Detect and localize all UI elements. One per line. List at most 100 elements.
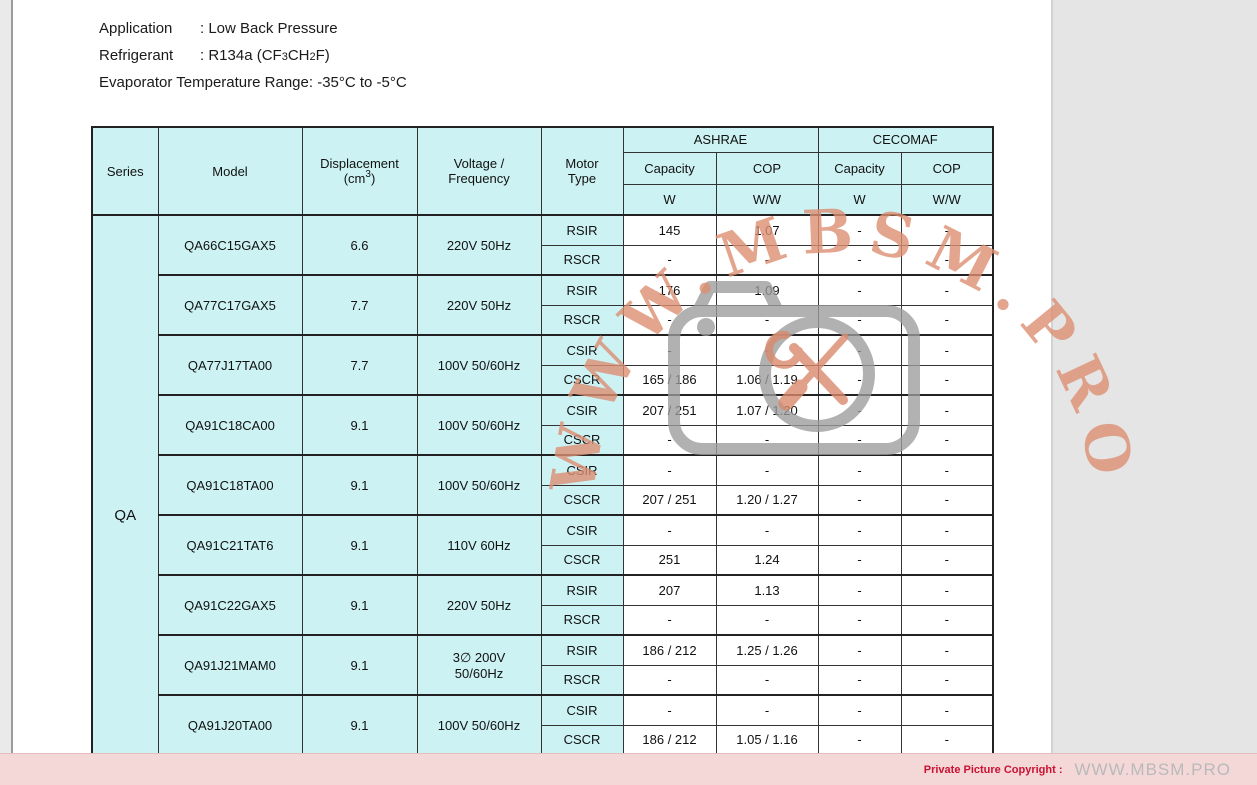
table-row: RSCR - - - - [92, 664, 994, 696]
table-row: QA91C18TA00 9.1 100V 50/60Hz CSIR - - - … [92, 454, 994, 516]
motor-type-cell: RSIR [540, 574, 624, 606]
refrigerant-value-mid: CH [287, 47, 310, 64]
displacement-line1: Displacement [320, 156, 399, 171]
evaporator-range-label: Evaporator Temperature Range [99, 74, 309, 91]
cecomaf-cop-cell: - [900, 454, 994, 486]
table-row: RSCR - - - - [92, 604, 994, 636]
ashrae-capacity-cell: - [622, 454, 717, 486]
cecomaf-capacity-cell: - [817, 244, 902, 276]
ashrae-cop-cell: 1.25 / 1.26 [715, 634, 819, 666]
displacement-cell: 9.1 [301, 694, 418, 756]
cecomaf-cop-cell: - [900, 304, 994, 336]
ashrae-cop-cell: 1.06 / 1.19 [715, 364, 819, 396]
table-row: CSCR 207 / 251 1.20 / 1.27 - - [92, 484, 994, 516]
ashrae-cop-cell: - [715, 664, 819, 696]
ashrae-cop-cell: 1.13 [715, 574, 819, 606]
model-cell: QA91C18CA00 [157, 394, 303, 456]
ashrae-cop-cell: 1.09 [715, 274, 819, 306]
motor-type-cell: CSCR [540, 484, 624, 516]
model-cell: QA91J20TA00 [157, 694, 303, 756]
ashrae-cop-cell: - [715, 334, 819, 366]
page-edge-strip [0, 0, 13, 785]
cecomaf-capacity-cell: - [817, 454, 902, 486]
cecomaf-cop-cell: - [900, 544, 994, 576]
copyright-bar: Private Picture Copyright : WWW.MBSM.PRO [0, 753, 1257, 785]
ashrae-capacity-cell: 176 [622, 274, 717, 306]
cecomaf-capacity-cell: - [817, 664, 902, 696]
voltage-cell: 3∅ 200V 50/60Hz [416, 634, 542, 696]
displacement-cell: 6.6 [301, 214, 418, 276]
unit-w-cecomaf: W [817, 183, 902, 216]
header-row-2: Capacity COP Capacity COP [92, 151, 994, 185]
ashrae-cop-cell: - [715, 454, 819, 486]
application-label: Application [99, 20, 173, 37]
col-header-cecomaf-capacity: Capacity [817, 151, 902, 185]
ashrae-capacity-cell: 251 [622, 544, 717, 576]
col-header-cecomaf: CECOMAF [817, 126, 994, 153]
motor-type-cell: CSCR [540, 724, 624, 756]
ashrae-cop-cell: 1.07 / 1.20 [715, 394, 819, 426]
motor-type-cell: CSCR [540, 544, 624, 576]
ashrae-capacity-cell: - [622, 244, 717, 276]
motor-type-cell: CSIR [540, 454, 624, 486]
displacement-cell: 7.7 [301, 274, 418, 336]
cecomaf-capacity-cell: - [817, 694, 902, 726]
document-meta: Application: Low Back Pressure Refrigera… [99, 20, 407, 101]
displacement-cell: 9.1 [301, 454, 418, 516]
displacement-cell: 9.1 [301, 634, 418, 696]
unit-ww-ashrae: W/W [715, 183, 819, 216]
ashrae-cop-cell: 1.07 [715, 214, 819, 246]
ashrae-capacity-cell: - [622, 514, 717, 546]
voltage-cell: 100V 50/60Hz [416, 394, 542, 456]
ashrae-capacity-cell: 207 / 251 [622, 394, 717, 426]
cecomaf-cop-cell: - [900, 574, 994, 606]
header-row-3: W W/W W W/W [92, 183, 994, 216]
ashrae-cop-cell: - [715, 604, 819, 636]
displacement-cell: 7.7 [301, 334, 418, 396]
table-row: QA91J20TA00 9.1 100V 50/60Hz CSIR - - - … [92, 694, 994, 756]
ashrae-cop-cell: - [715, 424, 819, 456]
motor-type-cell: RSCR [540, 304, 624, 336]
cecomaf-capacity-cell: - [817, 724, 902, 756]
voltage-cell: 220V 50Hz [416, 574, 542, 636]
ashrae-capacity-cell: 145 [622, 214, 717, 246]
motor-type-cell: CSCR [540, 364, 624, 396]
refrigerant-sub1: 3 [281, 51, 288, 63]
cecomaf-capacity-cell: - [817, 424, 902, 456]
motor-type-cell: RSIR [540, 214, 624, 246]
ashrae-capacity-cell: 186 / 212 [622, 724, 717, 756]
displacement-cell: 9.1 [301, 514, 418, 576]
motor-type-cell: CSIR [540, 394, 624, 426]
refrigerant-label: Refrigerant [99, 47, 174, 64]
col-header-voltage-frequency: Voltage / Frequency [416, 126, 542, 216]
cecomaf-capacity-cell: - [817, 574, 902, 606]
col-header-model: Model [157, 126, 303, 216]
refrigerant-line: Refrigerant: R134a (CF3CH2F) [99, 47, 407, 64]
displacement-line2-close: ) [370, 171, 376, 186]
cecomaf-cop-cell: - [900, 604, 994, 636]
series-cell: QA [91, 214, 159, 785]
cecomaf-cop-cell: - [900, 724, 994, 756]
col-header-displacement: Displacement (cm3) [301, 126, 418, 216]
model-cell: QA91C21TAT6 [157, 514, 303, 576]
model-cell: QA91J21MAM0 [157, 634, 303, 696]
header-row-1: Series Model Displacement (cm3) Voltage … [91, 126, 994, 216]
motor-type-cell: RSCR [540, 244, 624, 276]
copyright-label: Private Picture Copyright : [923, 763, 1063, 776]
cecomaf-cop-cell: - [900, 424, 994, 456]
displacement-cell: 9.1 [301, 394, 418, 456]
cecomaf-cop-cell: - [900, 664, 994, 696]
cecomaf-capacity-cell: - [817, 514, 902, 546]
model-cell: QA77C17GAX5 [157, 274, 303, 336]
table-row: QA77C17GAX5 7.7 220V 50Hz RSIR 176 1.09 … [92, 274, 994, 336]
ashrae-cop-cell: - [715, 304, 819, 336]
ashrae-cop-cell: - [715, 244, 819, 276]
displacement-cell: 9.1 [301, 574, 418, 636]
displacement-line2: (cm [343, 171, 366, 186]
model-cell: QA91C18TA00 [157, 454, 303, 516]
cecomaf-capacity-cell: - [817, 334, 902, 366]
cecomaf-capacity-cell: - [817, 274, 902, 306]
col-header-cecomaf-cop: COP [900, 151, 994, 185]
cecomaf-cop-cell: - [900, 244, 994, 276]
col-header-ashrae: ASHRAE [622, 126, 819, 153]
